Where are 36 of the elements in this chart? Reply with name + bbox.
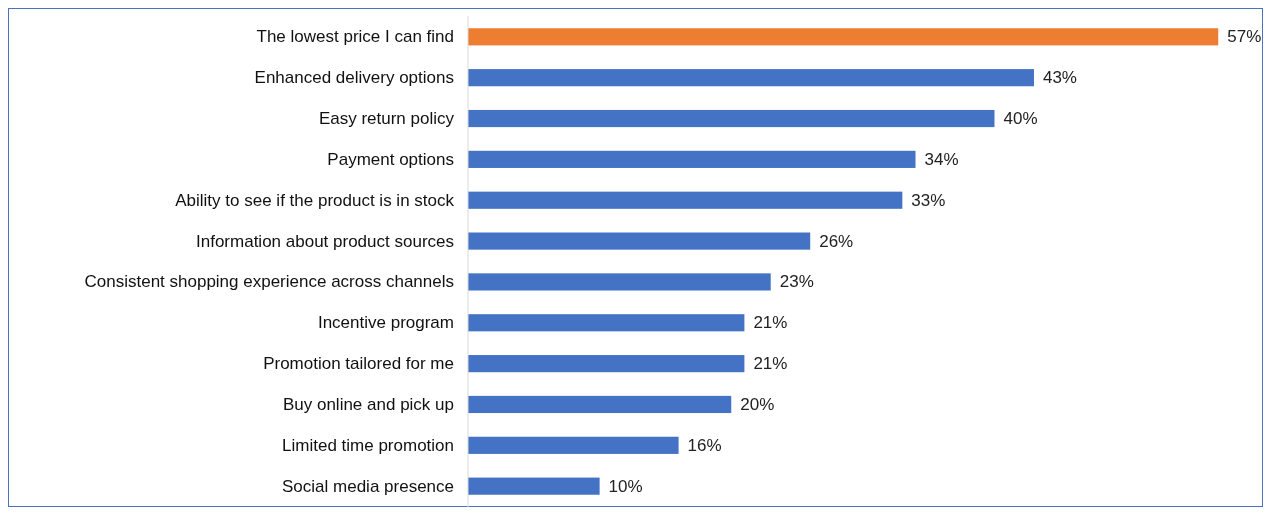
bar (468, 355, 745, 373)
data-label: 21% (753, 354, 788, 374)
data-label: 20% (740, 394, 775, 414)
y-tick-label: Ability to see if the product is in stock (175, 190, 455, 210)
y-tick-label: Information about product sources (196, 231, 454, 251)
bar (468, 477, 600, 495)
data-label: 26% (819, 231, 854, 251)
y-tick-label: The lowest price I can find (256, 27, 454, 47)
data-label: 33% (911, 190, 946, 210)
bar (468, 395, 732, 414)
y-tick-label: Consistent shopping experience across channels (84, 272, 454, 292)
data-label: 23% (779, 272, 814, 292)
bar (468, 191, 903, 209)
data-label: 40% (1003, 109, 1038, 129)
y-tick-label: Social media presence (282, 476, 454, 496)
bar (468, 28, 1219, 46)
y-tick-label: Easy return policy (318, 109, 455, 129)
data-label: 10% (608, 476, 643, 496)
data-label: 43% (1042, 68, 1077, 88)
y-tick-label: Buy online and pick up (282, 394, 454, 414)
data-label: 34% (924, 149, 959, 169)
bar (468, 436, 679, 454)
bar (468, 314, 745, 332)
bar (468, 150, 916, 168)
y-tick-label: Payment options (327, 149, 454, 169)
bar (468, 273, 771, 291)
data-label: 57% (1227, 27, 1262, 47)
bar (468, 69, 1034, 87)
data-label: 16% (687, 435, 722, 455)
data-label: 21% (753, 313, 788, 333)
bar (468, 232, 811, 250)
y-tick-label: Enhanced delivery options (254, 68, 454, 88)
y-tick-label: Promotion tailored for me (263, 354, 454, 374)
y-tick-label: Incentive program (317, 313, 454, 333)
bar (468, 109, 995, 128)
y-tick-label: Limited time promotion (282, 435, 454, 455)
